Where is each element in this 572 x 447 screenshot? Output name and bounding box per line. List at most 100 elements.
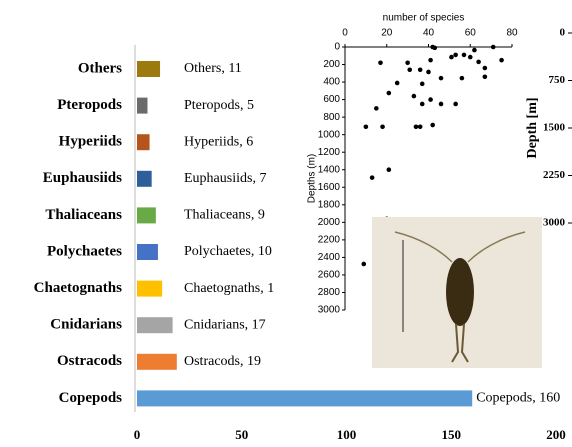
bar	[137, 134, 150, 150]
data-point	[387, 91, 392, 96]
data-point	[468, 55, 473, 60]
bar	[137, 317, 173, 333]
value-label: Cnidarians, 17	[184, 317, 266, 332]
y-tick-label: 1200	[318, 147, 341, 158]
data-point	[418, 124, 423, 129]
data-point	[428, 58, 433, 63]
data-point	[380, 124, 385, 129]
value-label: Hyperiids, 6	[184, 134, 253, 149]
y-tick-label: 1600	[318, 182, 341, 193]
data-point	[395, 81, 400, 86]
x-tick-label: 40	[423, 28, 435, 39]
category-label: Others	[78, 60, 122, 76]
category-label: Euphausiids	[43, 170, 122, 186]
data-point	[472, 48, 477, 53]
y-axis-title: Depths (m)	[307, 154, 318, 203]
bar	[137, 61, 160, 77]
bar	[137, 281, 162, 297]
bar	[137, 98, 147, 114]
body	[446, 258, 474, 326]
category-label: Copepods	[59, 390, 123, 406]
y-tick-label: 600	[323, 94, 340, 105]
bar	[137, 171, 152, 187]
data-point	[491, 45, 496, 50]
y-tick-label: 1800	[318, 199, 341, 210]
y-tick-label: 200	[323, 59, 340, 70]
data-point	[378, 60, 383, 65]
data-point	[428, 97, 433, 102]
category-label: Hyperiids	[59, 134, 123, 150]
data-point	[449, 55, 454, 60]
x-tick-label: 20	[381, 28, 393, 39]
y-tick-label: 1400	[318, 164, 341, 175]
data-point	[405, 60, 410, 65]
value-label: Pteropods, 5	[184, 98, 254, 113]
category-label: Cnidarians	[50, 317, 122, 333]
value-label: Thaliaceans, 9	[184, 208, 265, 223]
category-label: Polychaetes	[47, 243, 122, 259]
y-tick-label: 2200	[318, 235, 341, 246]
y-tick-label: 0	[560, 27, 566, 39]
data-point	[499, 58, 504, 63]
data-point	[483, 75, 488, 80]
y-tick-label: 2000	[318, 217, 341, 228]
y-tick-label: 3000	[543, 217, 566, 229]
data-point	[462, 53, 467, 58]
data-point	[426, 70, 431, 75]
value-label: Polychaetes, 10	[184, 244, 272, 259]
y-tick-label: 2600	[318, 270, 341, 281]
data-point	[374, 106, 379, 111]
data-point	[439, 102, 444, 107]
data-point	[439, 76, 444, 81]
data-point	[476, 60, 481, 65]
x-tick-label: 0	[342, 28, 348, 39]
data-point	[483, 66, 488, 71]
data-point	[420, 82, 425, 87]
data-point	[418, 67, 423, 72]
y-tick-label: 800	[323, 112, 340, 123]
data-point	[414, 124, 419, 129]
y-tick-label: 1500	[543, 122, 566, 134]
value-label: Copepods, 160	[476, 391, 560, 406]
x-axis-title: number of species	[383, 13, 465, 24]
bar	[137, 390, 472, 406]
data-point	[432, 46, 437, 51]
x-tick-label: 200	[546, 427, 566, 442]
data-point	[361, 262, 366, 267]
value-label: Ostracods, 19	[184, 354, 261, 369]
copepod-photo	[372, 217, 542, 368]
x-tick-label: 100	[337, 427, 357, 442]
data-point	[453, 102, 458, 107]
bar	[137, 207, 156, 223]
data-point	[430, 123, 435, 128]
category-label: Thaliaceans	[45, 207, 122, 223]
x-tick-label: 0	[134, 427, 141, 442]
y-tick-label: 1000	[318, 129, 341, 140]
x-tick-label: 60	[465, 28, 477, 39]
bar	[137, 354, 177, 370]
category-label: Pteropods	[57, 97, 122, 113]
value-label: Euphausiids, 7	[184, 171, 266, 186]
y-tick-label: 2250	[543, 169, 566, 181]
category-label: Ostracods	[57, 353, 122, 369]
category-label: Chaetognaths	[34, 280, 123, 296]
bar	[137, 244, 158, 260]
y-axis-title: Depth [m]	[525, 97, 540, 158]
value-label: Chaetognaths, 1	[184, 281, 274, 296]
y-tick-label: 2400	[318, 252, 341, 263]
data-point	[364, 124, 369, 129]
x-tick-label: 50	[235, 427, 248, 442]
value-label: Others, 11	[184, 61, 242, 76]
x-tick-label: 80	[506, 28, 518, 39]
y-tick-label: 400	[323, 77, 340, 88]
data-point	[420, 102, 425, 107]
x-tick-label: 150	[442, 427, 462, 442]
figure: 050100150200OthersOthers, 11PteropodsPte…	[0, 0, 572, 447]
y-tick-label: 2800	[318, 287, 341, 298]
data-point	[460, 76, 465, 81]
data-point	[453, 53, 458, 58]
data-point	[412, 94, 417, 99]
data-point	[370, 175, 375, 180]
data-point	[407, 67, 412, 72]
